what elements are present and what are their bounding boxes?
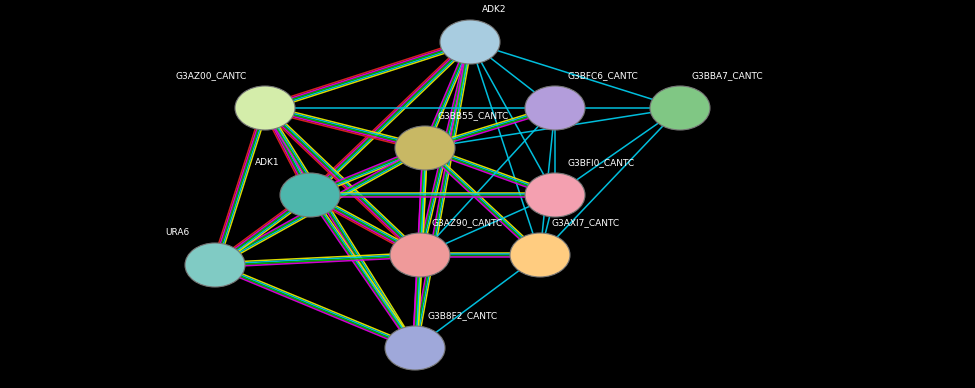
Ellipse shape — [525, 86, 585, 130]
Ellipse shape — [235, 86, 295, 130]
Ellipse shape — [440, 20, 500, 64]
Text: ADK1: ADK1 — [255, 158, 280, 167]
Ellipse shape — [395, 126, 455, 170]
Text: G3BB55_CANTC: G3BB55_CANTC — [437, 111, 508, 120]
Ellipse shape — [525, 173, 585, 217]
Text: G3BBA7_CANTC: G3BBA7_CANTC — [692, 71, 763, 80]
Text: G3AZ00_CANTC: G3AZ00_CANTC — [175, 71, 247, 80]
Ellipse shape — [650, 86, 710, 130]
Ellipse shape — [390, 233, 450, 277]
Text: G3B8F2_CANTC: G3B8F2_CANTC — [427, 311, 497, 320]
Ellipse shape — [280, 173, 340, 217]
Text: G3AXI7_CANTC: G3AXI7_CANTC — [552, 218, 620, 227]
Text: G3BFC6_CANTC: G3BFC6_CANTC — [567, 71, 638, 80]
Text: G3AZ90_CANTC: G3AZ90_CANTC — [432, 218, 503, 227]
Text: URA6: URA6 — [165, 228, 189, 237]
Ellipse shape — [185, 243, 245, 287]
Ellipse shape — [385, 326, 445, 370]
Ellipse shape — [510, 233, 570, 277]
Text: G3BFI0_CANTC: G3BFI0_CANTC — [567, 158, 634, 167]
Text: ADK2: ADK2 — [482, 5, 506, 14]
